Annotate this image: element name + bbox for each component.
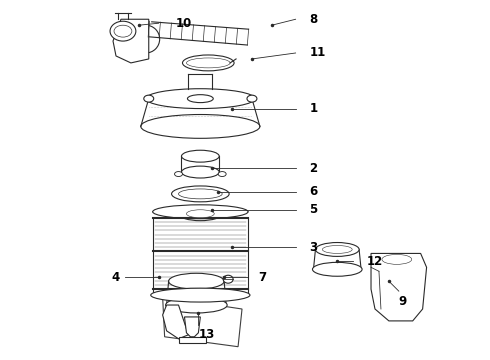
Polygon shape: [184, 317, 200, 337]
Ellipse shape: [172, 186, 229, 202]
Ellipse shape: [153, 205, 248, 219]
Ellipse shape: [178, 207, 222, 221]
Ellipse shape: [146, 89, 255, 109]
Text: 9: 9: [399, 294, 407, 307]
Ellipse shape: [322, 246, 352, 253]
Ellipse shape: [247, 95, 257, 102]
Polygon shape: [178, 337, 206, 343]
Ellipse shape: [114, 25, 132, 37]
Ellipse shape: [218, 172, 226, 176]
Ellipse shape: [132, 25, 160, 53]
Polygon shape: [163, 297, 242, 347]
Ellipse shape: [382, 255, 412, 264]
Ellipse shape: [166, 297, 227, 313]
Ellipse shape: [174, 172, 182, 176]
Text: 2: 2: [310, 162, 318, 175]
Text: 12: 12: [367, 255, 383, 268]
Text: 13: 13: [198, 328, 215, 341]
Text: 7: 7: [258, 271, 266, 284]
Text: 1: 1: [310, 102, 318, 115]
Text: 6: 6: [310, 185, 318, 198]
Ellipse shape: [188, 95, 213, 103]
Text: 5: 5: [310, 203, 318, 216]
Ellipse shape: [181, 150, 219, 162]
Ellipse shape: [223, 275, 233, 283]
Ellipse shape: [144, 95, 154, 102]
Ellipse shape: [151, 288, 250, 302]
Ellipse shape: [187, 58, 230, 68]
Text: 8: 8: [310, 13, 318, 26]
Ellipse shape: [169, 273, 224, 289]
Polygon shape: [163, 305, 189, 339]
Ellipse shape: [316, 243, 359, 256]
Polygon shape: [371, 253, 427, 321]
Text: 4: 4: [111, 271, 119, 284]
Ellipse shape: [187, 210, 214, 218]
Text: 3: 3: [310, 241, 318, 254]
Ellipse shape: [181, 166, 219, 178]
Text: 10: 10: [175, 17, 192, 30]
Polygon shape: [113, 19, 149, 63]
Ellipse shape: [141, 114, 260, 138]
Text: 11: 11: [310, 46, 326, 59]
Ellipse shape: [182, 55, 234, 71]
Ellipse shape: [110, 21, 136, 41]
Ellipse shape: [313, 262, 362, 276]
Ellipse shape: [178, 189, 222, 199]
